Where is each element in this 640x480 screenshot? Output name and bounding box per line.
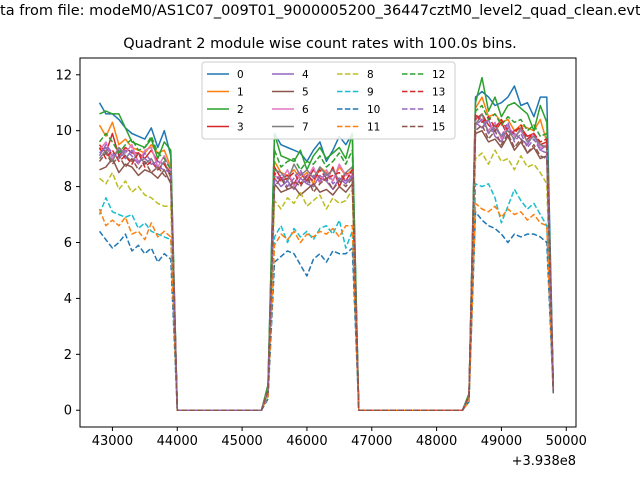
y-tick-label: 4 [64, 292, 72, 307]
legend-label-5: 5 [302, 87, 309, 99]
legend-label-1: 1 [237, 87, 244, 99]
series-line-10 [98, 211, 555, 411]
legend-label-8: 8 [367, 69, 374, 81]
figure-suptitle: Data from file: modeM0/AS1C07_009T01_900… [0, 3, 640, 19]
y-tick-label: 0 [64, 404, 72, 419]
legend-label-0: 0 [237, 69, 244, 81]
legend-label-13: 13 [432, 87, 445, 99]
series-line-12 [98, 104, 555, 411]
x-axis: 43000 44000 45000 46000 47000 48000 49000 50000 [92, 427, 587, 449]
x-tick-label: 47000 [351, 434, 392, 449]
series-layer [98, 76, 555, 411]
legend-box [201, 61, 456, 140]
legend-label-11: 11 [367, 122, 380, 134]
y-tick-label: 10 [55, 124, 72, 139]
series-line-11 [98, 202, 555, 411]
y-axis: 0 2 4 6 8 10 12 [55, 68, 80, 419]
x-axis-offset-label: +3.938e8 [512, 454, 576, 469]
series-line-9 [98, 183, 555, 411]
legend-label-3: 3 [237, 122, 244, 134]
legend-label-14: 14 [432, 104, 446, 116]
legend-label-4: 4 [302, 69, 309, 81]
y-tick-label: 6 [64, 236, 72, 251]
legend-label-12: 12 [432, 69, 445, 81]
legend-label-9: 9 [367, 87, 374, 99]
y-tick-label: 2 [64, 348, 72, 363]
x-tick-label: 43000 [92, 434, 133, 449]
series-line-15 [98, 124, 555, 411]
y-tick-label: 12 [55, 68, 72, 83]
x-tick-label: 44000 [157, 434, 198, 449]
x-tick-label: 46000 [286, 434, 327, 449]
x-tick-label: 48000 [416, 434, 457, 449]
y-tick-label: 8 [64, 180, 72, 195]
legend-label-2: 2 [237, 104, 244, 116]
chart-title: Quadrant 2 module wise count rates with … [123, 36, 517, 52]
x-tick-label: 49000 [481, 434, 522, 449]
legend-label-10: 10 [367, 104, 380, 116]
legend-label-15: 15 [432, 122, 445, 134]
legend-label-7: 7 [302, 122, 309, 134]
x-tick-label: 45000 [221, 434, 262, 449]
x-tick-label: 50000 [546, 434, 587, 449]
legend-label-6: 6 [302, 104, 309, 116]
